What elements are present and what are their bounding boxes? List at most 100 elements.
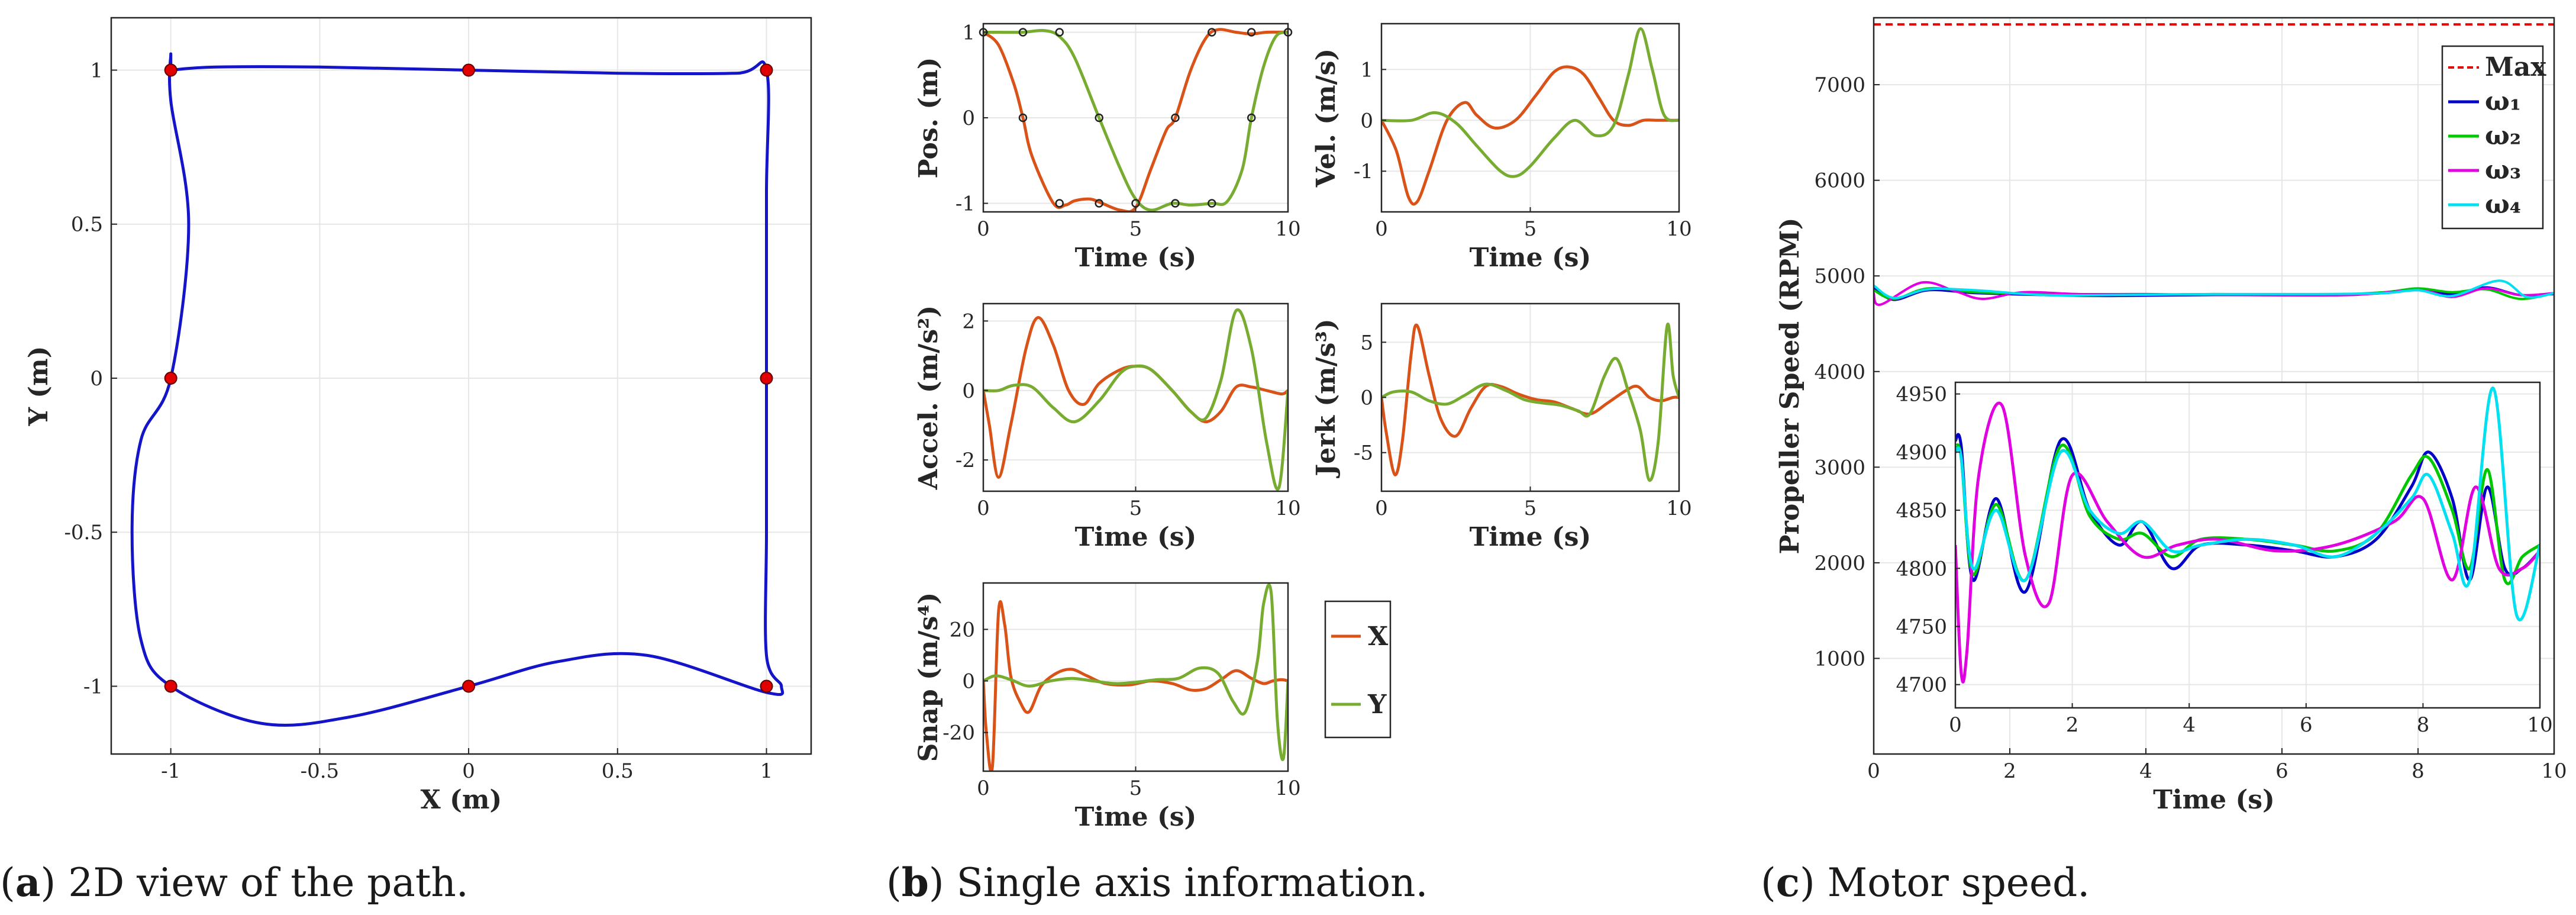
series-line-Y (983, 28, 1288, 212)
legend-box (1324, 600, 1392, 739)
waypoint-marker (1247, 28, 1256, 37)
y-tick-label: 3000 (1814, 456, 1865, 479)
x-tick-label: 8 (2417, 713, 2430, 737)
series-line-s3 (1955, 386, 2540, 621)
series-line-s2 (1955, 401, 2540, 684)
x-tick-label: 4 (2139, 759, 2152, 783)
y-tick-label: 1000 (1814, 647, 1865, 671)
x-tick-label: 2 (2003, 759, 2016, 783)
caption-c: (c) Motor speed. (1761, 859, 2090, 906)
waypoint-marker (979, 28, 988, 37)
legend-label-4: ω₄ (2485, 189, 2521, 220)
y-tick-label: -5 (1354, 442, 1373, 465)
legend-label-0: Max (2485, 52, 2546, 82)
x-tick-label: 5 (1129, 217, 1142, 241)
y-tick-label: 6000 (1814, 169, 1865, 193)
x-tick-label: -1 (161, 759, 180, 783)
caption-a-text: 2D view of the path. (56, 860, 469, 906)
series-line-X (1381, 65, 1679, 206)
y-tick-label: 4950 (1896, 383, 1947, 407)
plot-c-inset: 0 2 4 6 8 10 4700 4750 4800 4850 4900 4950 (1896, 381, 2553, 737)
x-tick-label: 0 (1375, 497, 1388, 520)
y-tick-label: 7000 (1814, 73, 1865, 97)
x-axis-label: Time (s) (1470, 522, 1592, 552)
x-tick-label: 5 (1524, 497, 1537, 520)
x-tick-label: 10 (1275, 497, 1300, 520)
plot-frame (1954, 381, 2541, 709)
waypoint-marker (1171, 199, 1180, 208)
caption-c-text: Motor speed. (1815, 860, 2090, 906)
legend-label-X: X (1368, 621, 1389, 652)
y-tick-label: 0 (962, 670, 975, 694)
waypoint-marker (760, 63, 773, 77)
x-tick-label: 0 (977, 497, 990, 520)
y-tick-label: 0 (962, 107, 975, 130)
x-tick-label: 6 (2300, 713, 2313, 737)
x-tick-label: 0 (977, 217, 990, 241)
waypoint-marker (462, 63, 476, 77)
y-tick-label: 20 (950, 618, 975, 642)
x-tick-label: 0 (1375, 217, 1388, 241)
x-tick-label: 6 (2275, 759, 2288, 783)
x-axis-label: Time (s) (1470, 243, 1592, 273)
waypoint-marker (462, 679, 476, 693)
waypoint-marker (1131, 199, 1140, 208)
x-tick-label: 0 (1949, 713, 1962, 737)
series-line-Y (1381, 323, 1679, 482)
y-tick-label: 4000 (1814, 360, 1865, 384)
data-layer (1955, 386, 2540, 684)
y-axis-label: Y (m) (24, 346, 54, 427)
x-tick-label: -0.5 (301, 759, 340, 783)
y-tick-label: 1 (90, 59, 103, 82)
legend-label-3: ω₃ (2485, 155, 2521, 185)
x-tick-label: 5 (1129, 497, 1142, 520)
y-tick-label: 4700 (1896, 674, 1947, 697)
y-tick-label: 0 (962, 379, 975, 403)
series-line-s0 (130, 52, 785, 727)
y-tick-label: 0 (1360, 386, 1373, 410)
plot-background (111, 18, 811, 754)
caption-a-letter: a (15, 859, 41, 906)
y-axis-label: Accel. (m/s²) (913, 305, 944, 490)
x-tick-label: 10 (1275, 777, 1300, 800)
waypoint-marker (164, 371, 177, 385)
series-line-X (983, 316, 1288, 479)
series-line-Y (983, 583, 1288, 761)
legend-b: XY (1324, 600, 1392, 739)
x-axis-label: Time (s) (1075, 802, 1197, 832)
series-line-Y (983, 308, 1288, 491)
waypoint-marker (164, 63, 177, 77)
y-tick-label: 5000 (1814, 265, 1865, 288)
y-tick-label: -1 (1354, 160, 1373, 183)
x-tick-label: 0.5 (602, 759, 634, 783)
y-tick-label: -2 (955, 449, 975, 472)
legend-c: Max ω₁ ω₂ ω₃ ω₄ (2441, 45, 2546, 230)
y-tick-label: 2000 (1814, 552, 1865, 575)
waypoint-marker (1095, 113, 1103, 123)
data-layer (130, 52, 785, 727)
plot-a: -1 -0.5 0 0.5 1 -1 -0.5 0 0.5 1 X (m) Y (m) (24, 17, 812, 815)
series-line-s4 (1874, 279, 2554, 299)
x-tick-label: 8 (2412, 759, 2425, 783)
y-tick-label: -1 (83, 675, 103, 698)
y-tick-label: -1 (955, 192, 975, 216)
waypoint-marker (1018, 113, 1028, 123)
waypoint-marker (760, 679, 773, 693)
waypoint-marker (1095, 199, 1103, 208)
plot-b_vel: 0 5 10 -1 0 1 Time (s) Vel. (m/s) (1311, 22, 1692, 273)
x-tick-label: 10 (2527, 713, 2552, 737)
y-tick-label: 0 (1360, 109, 1373, 133)
series-line-Y (1381, 27, 1679, 178)
waypoint-marker (760, 371, 773, 385)
y-tick-label: 1 (962, 21, 975, 44)
series-line-X (983, 600, 1288, 771)
x-tick-label: 10 (1666, 217, 1691, 241)
y-tick-label: 2 (962, 310, 975, 333)
y-tick-label: 0 (90, 367, 103, 391)
caption-b: (b) Single axis information. (886, 859, 1428, 906)
plot-b_acc: 0 5 10 -2 0 2 Time (s) Accel. (m/s²) (913, 302, 1301, 552)
x-tick-label: 10 (1275, 217, 1300, 241)
data-layer (1381, 27, 1679, 206)
